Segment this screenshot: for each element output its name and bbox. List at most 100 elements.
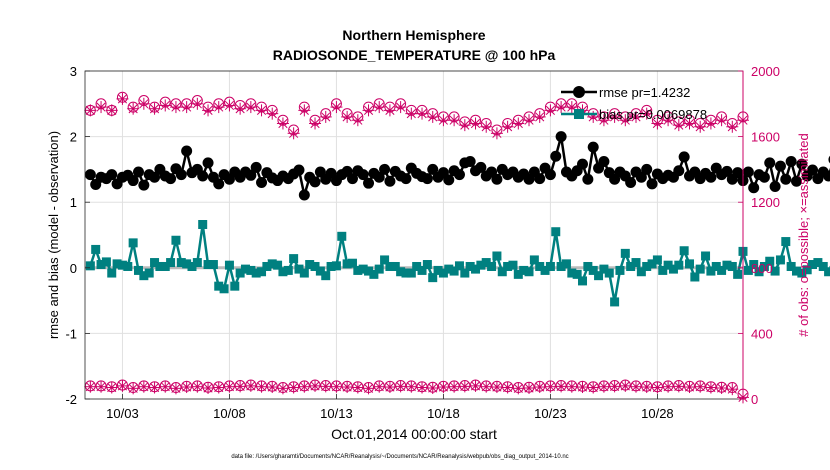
assimilated-obs-point: [630, 110, 643, 123]
bias-point: [123, 261, 133, 271]
bias-point: [561, 259, 571, 269]
rmse-point: [598, 156, 610, 168]
rmse-point: [758, 171, 770, 183]
legend-label: bias pr=0.0069878: [599, 107, 707, 122]
assimilated-obs-point: [555, 101, 568, 114]
y-tick-label-right: 0: [751, 392, 758, 407]
legend-label: rmse pr=1.4232: [599, 85, 690, 100]
y-tick-label-left: -2: [65, 392, 77, 407]
assimilated-obs-point: [597, 380, 610, 393]
bias-point: [230, 281, 240, 291]
x-tick-label: 10/03: [106, 406, 139, 421]
assimilated-obs-point: [704, 381, 717, 394]
assimilated-obs-point: [127, 382, 140, 395]
bias-point: [289, 254, 299, 264]
assimilated-obs-point: [127, 102, 140, 115]
rmse-point: [363, 177, 375, 189]
assimilated-obs-point: [202, 382, 215, 395]
bias-point: [471, 264, 481, 274]
assimilated-obs-point: [212, 101, 225, 114]
bias-point: [813, 258, 823, 268]
bias-point: [91, 244, 101, 254]
bias-point: [128, 238, 138, 248]
bias-point: [588, 265, 598, 275]
assimilated-obs-point: [95, 101, 108, 114]
bias-point: [331, 261, 341, 271]
rmse-point: [641, 163, 653, 175]
rmse-point: [384, 175, 396, 187]
rmse-point: [764, 157, 776, 169]
assimilated-obs-point: [469, 117, 482, 130]
bias-point: [727, 261, 737, 271]
bias-point: [219, 284, 229, 294]
bias-point: [808, 260, 818, 270]
y-tick-label-right: 2000: [751, 64, 780, 79]
assimilated-obs-point: [672, 380, 685, 393]
rmse-point: [625, 177, 637, 189]
rmse-point: [646, 178, 658, 190]
assimilated-obs-point: [244, 379, 257, 392]
rmse-point: [534, 173, 546, 185]
assimilated-obs-point: [330, 380, 343, 393]
bias-point: [535, 261, 545, 271]
assimilated-obs-point: [309, 379, 322, 392]
bias-point: [476, 260, 486, 270]
assimilated-obs-point: [565, 380, 578, 393]
assimilated-obs-point: [597, 114, 610, 127]
assimilated-obs-point: [533, 381, 546, 394]
assimilated-obs-point: [148, 102, 161, 115]
bias-point: [433, 265, 443, 275]
bias-point: [214, 281, 224, 291]
assimilated-obs-point: [512, 382, 525, 395]
bias-point: [460, 268, 470, 278]
rmse-point: [256, 177, 268, 189]
bias-point: [797, 268, 807, 278]
bias-point: [594, 271, 604, 281]
bias-point: [770, 266, 780, 276]
assimilated-obs-point: [84, 104, 97, 117]
bias-point: [444, 264, 454, 274]
bias-point: [385, 261, 395, 271]
rmse-point: [293, 164, 305, 176]
chart-title: Northern Hemisphere: [342, 27, 485, 43]
x-tick-label: 10/13: [320, 406, 353, 421]
rmse-point: [202, 157, 214, 169]
bias-point: [519, 265, 529, 275]
assimilated-obs-point: [416, 381, 429, 394]
bias-point: [775, 255, 785, 265]
bias-point: [706, 266, 716, 276]
rmse-point: [400, 173, 412, 185]
bias-point: [337, 231, 347, 241]
rmse-point: [769, 180, 781, 192]
bias-point: [246, 265, 256, 275]
bias-point: [818, 261, 828, 271]
bias-point: [133, 265, 143, 275]
bias-point: [342, 259, 352, 269]
y-tick-label-left: 2: [70, 130, 77, 145]
bias-point: [674, 260, 684, 270]
assimilated-obs-point: [148, 381, 161, 394]
assimilated-obs-point: [715, 382, 728, 395]
bias-point: [711, 261, 721, 271]
legend-marker-rmse: [573, 86, 585, 98]
assimilated-obs-point: [576, 381, 589, 394]
y-tick-label-left: 3: [70, 64, 77, 79]
y-tick-label-right: 1600: [751, 130, 780, 145]
bias-point: [166, 258, 176, 268]
rmse-point: [780, 173, 792, 185]
assimilated-obs-point: [426, 110, 439, 123]
bias-point: [321, 271, 331, 281]
bias-point: [685, 259, 695, 269]
assimilated-obs-point: [266, 381, 279, 394]
assimilated-obs-point: [394, 101, 407, 114]
assimilated-obs-point: [169, 382, 182, 395]
rmse-point: [197, 170, 209, 182]
bias-point: [358, 264, 368, 274]
rmse-point: [175, 169, 187, 181]
assimilated-obs-point: [298, 104, 311, 117]
rmse-point: [127, 175, 139, 187]
rmse-point: [165, 173, 177, 185]
assimilated-obs-point: [587, 110, 600, 123]
assimilated-obs-point: [426, 382, 439, 395]
